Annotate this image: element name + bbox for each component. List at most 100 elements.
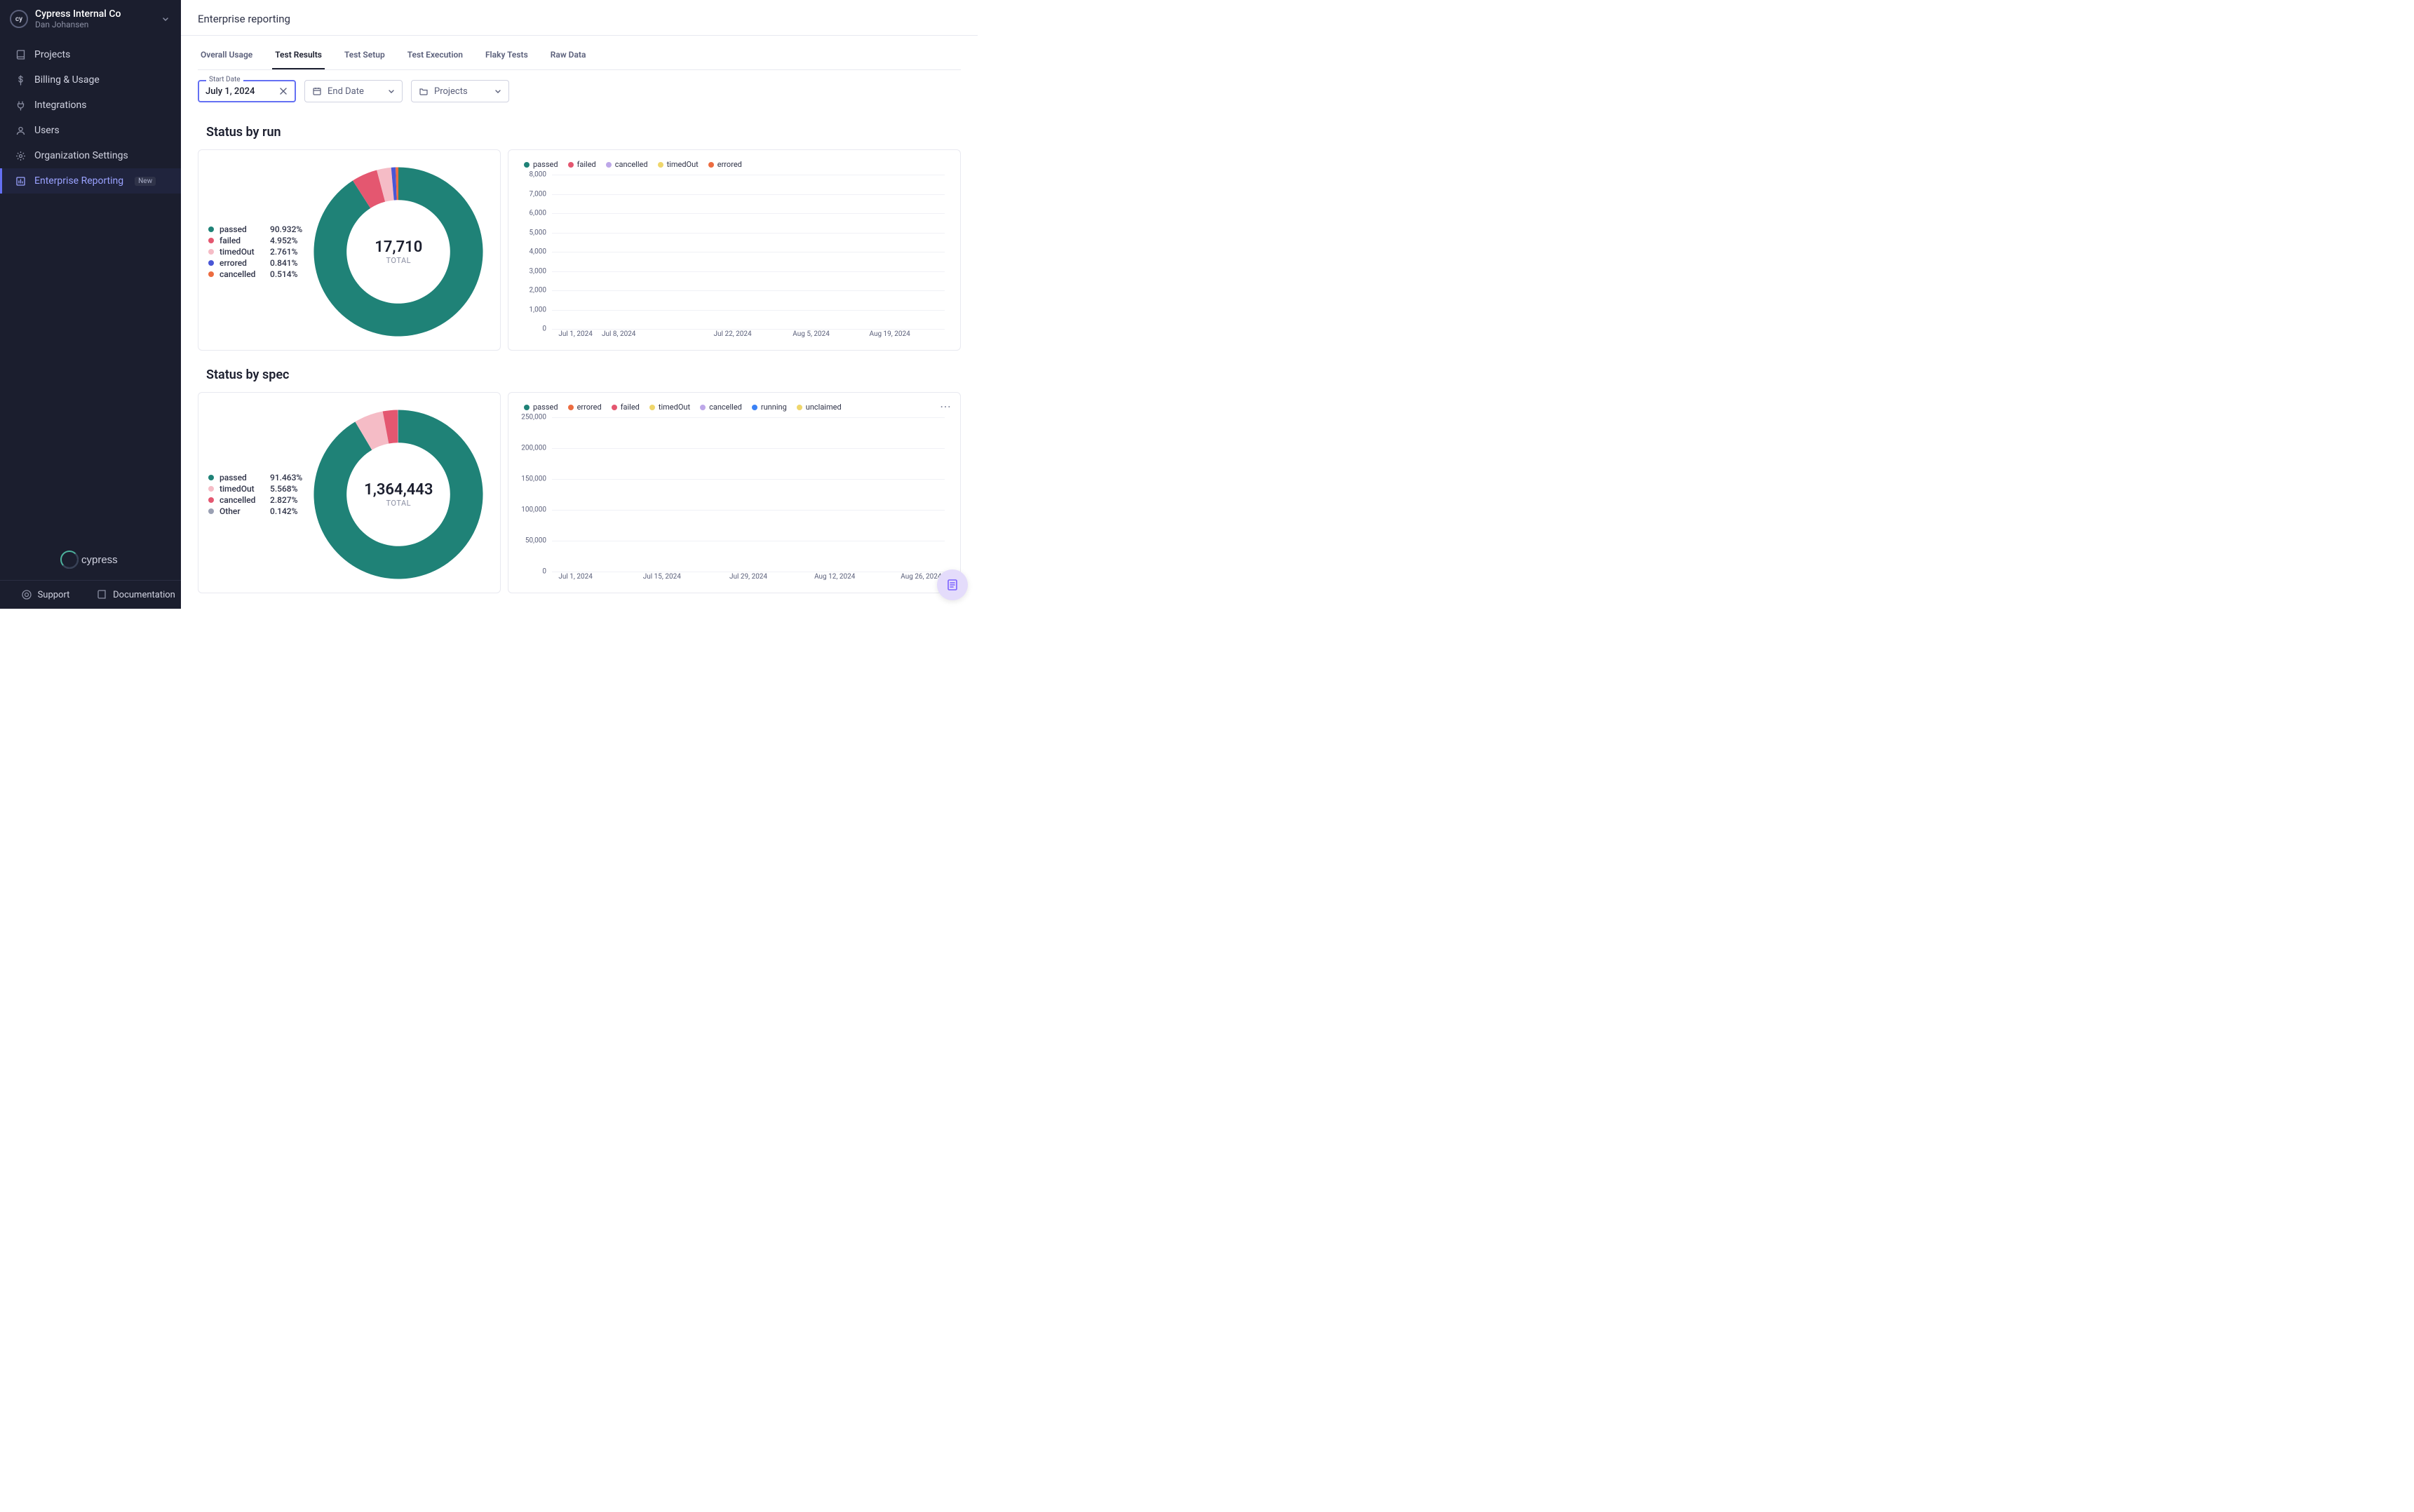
tab-overall-usage[interactable]: Overall Usage bbox=[198, 40, 255, 69]
y-tick: 4,000 bbox=[530, 248, 546, 256]
y-tick: 0 bbox=[542, 568, 546, 576]
main-content: Enterprise reporting Overall Usage Test R… bbox=[181, 0, 978, 609]
y-tick: 5,000 bbox=[530, 229, 546, 236]
legend-pct: 2.827% bbox=[270, 495, 297, 505]
legend-name: timedOut bbox=[659, 403, 690, 412]
bar-legend-item: timedOut bbox=[658, 160, 699, 169]
tab-flaky-tests[interactable]: Flaky Tests bbox=[483, 40, 531, 69]
spec-bar-panel: ⋯ passederroredfailedtimedOutcancelledru… bbox=[508, 392, 961, 593]
chevron-down-icon bbox=[161, 15, 171, 23]
legend-dot bbox=[208, 271, 214, 277]
run-total-value: 17,710 bbox=[375, 238, 422, 256]
help-fab[interactable] bbox=[937, 569, 968, 600]
y-tick: 2,000 bbox=[530, 287, 546, 295]
legend-dot bbox=[649, 405, 655, 410]
org-name: Cypress Internal Co bbox=[35, 8, 154, 20]
bar-plot bbox=[552, 417, 945, 572]
y-tick: 8,000 bbox=[530, 171, 546, 179]
document-icon bbox=[946, 579, 959, 591]
legend-dot bbox=[752, 405, 757, 410]
start-date-label: Start Date bbox=[206, 76, 243, 83]
filter-bar: Start Date July 1, 2024 End Date Project… bbox=[198, 70, 961, 108]
sidebar-item-projects[interactable]: Projects bbox=[0, 42, 181, 67]
sidebar-item-label: Users bbox=[34, 125, 60, 136]
legend-dot bbox=[797, 405, 802, 410]
sidebar-item-users[interactable]: Users bbox=[0, 118, 181, 143]
legend-dot bbox=[208, 508, 214, 514]
support-label: Support bbox=[38, 590, 70, 600]
cypress-brand-logo: cypress bbox=[0, 539, 181, 580]
legend-dot bbox=[700, 405, 706, 410]
donut-legend-row: failed4.952% bbox=[208, 235, 302, 246]
page-title: Enterprise reporting bbox=[181, 0, 978, 36]
legend-dot bbox=[208, 475, 214, 480]
legend-dot bbox=[208, 249, 214, 255]
legend-pct: 90.932% bbox=[270, 224, 302, 234]
lifebuoy-icon bbox=[21, 589, 32, 600]
x-tick: Jul 22, 2024 bbox=[714, 330, 752, 338]
legend-dot bbox=[208, 260, 214, 266]
end-date-filter[interactable]: End Date bbox=[304, 80, 403, 102]
spec-total-value: 1,364,443 bbox=[364, 481, 433, 499]
chevron-down-icon bbox=[388, 88, 395, 95]
panel-menu-icon[interactable]: ⋯ bbox=[940, 400, 952, 413]
legend-dot bbox=[606, 162, 612, 168]
projects-filter[interactable]: Projects bbox=[411, 80, 509, 102]
legend-name: timedOut bbox=[220, 484, 264, 494]
legend-name: timedOut bbox=[220, 247, 264, 257]
org-switcher[interactable]: cy Cypress Internal Co Dan Johansen bbox=[0, 0, 181, 38]
legend-name: passed bbox=[533, 403, 558, 412]
y-tick: 50,000 bbox=[525, 537, 546, 545]
bar-legend-item: failed bbox=[568, 160, 596, 169]
bar-legend-item: passed bbox=[524, 403, 558, 412]
start-date-filter[interactable]: Start Date July 1, 2024 bbox=[198, 80, 296, 102]
sidebar-item-integrations[interactable]: Integrations bbox=[0, 93, 181, 118]
user-name: Dan Johansen bbox=[35, 20, 154, 29]
clear-start-date-icon[interactable] bbox=[278, 86, 288, 96]
run-total-label: TOTAL bbox=[386, 256, 411, 265]
legend-dot bbox=[208, 486, 214, 492]
book-icon bbox=[15, 49, 26, 60]
folder-icon bbox=[419, 86, 429, 96]
legend-name: errored bbox=[577, 403, 602, 412]
report-tabs: Overall Usage Test Results Test Setup Test … bbox=[198, 40, 961, 70]
sidebar-item-label: Billing & Usage bbox=[34, 74, 100, 86]
spec-total-label: TOTAL bbox=[386, 499, 411, 508]
bar-legend-item: cancelled bbox=[700, 403, 742, 412]
x-tick: Aug 19, 2024 bbox=[869, 330, 910, 338]
y-tick: 250,000 bbox=[521, 414, 546, 421]
donut-legend-row: errored0.841% bbox=[208, 257, 302, 269]
y-tick: 3,000 bbox=[530, 267, 546, 275]
tab-test-setup[interactable]: Test Setup bbox=[342, 40, 388, 69]
legend-name: errored bbox=[220, 258, 264, 268]
tab-test-execution[interactable]: Test Execution bbox=[405, 40, 466, 69]
bar-legend-item: timedOut bbox=[649, 403, 690, 412]
bar-plot bbox=[552, 175, 945, 329]
x-tick: Jul 15, 2024 bbox=[643, 573, 681, 581]
bar-legend-item: cancelled bbox=[606, 160, 648, 169]
legend-name: failed bbox=[621, 403, 640, 412]
sidebar-item-billing-usage[interactable]: Billing & Usage bbox=[0, 67, 181, 93]
sidebar-item-label: Integrations bbox=[34, 100, 86, 111]
sidebar-item-label: Enterprise Reporting bbox=[34, 175, 123, 187]
tab-raw-data[interactable]: Raw Data bbox=[548, 40, 589, 69]
dollar-icon bbox=[15, 74, 26, 86]
x-tick: Jul 8, 2024 bbox=[602, 330, 636, 338]
sidebar-item-organization-settings[interactable]: Organization Settings bbox=[0, 143, 181, 168]
bar-legend-item: unclaimed bbox=[797, 403, 842, 412]
calendar-icon bbox=[312, 86, 322, 96]
user-icon bbox=[15, 125, 26, 136]
book-icon bbox=[96, 589, 107, 600]
legend-dot bbox=[568, 405, 574, 410]
legend-name: cancelled bbox=[220, 269, 264, 279]
donut-legend-row: timedOut5.568% bbox=[208, 483, 302, 494]
bar-legend-item: errored bbox=[708, 160, 742, 169]
tab-test-results[interactable]: Test Results bbox=[272, 40, 325, 69]
sidebar-item-label: Organization Settings bbox=[34, 150, 128, 161]
sidebar-item-enterprise-reporting[interactable]: Enterprise ReportingNew bbox=[0, 168, 181, 194]
legend-name: Other bbox=[220, 506, 264, 516]
legend-name: failed bbox=[220, 236, 264, 245]
support-link[interactable]: Support bbox=[0, 581, 90, 609]
report-icon bbox=[15, 175, 26, 187]
documentation-link[interactable]: Documentation bbox=[90, 581, 181, 609]
